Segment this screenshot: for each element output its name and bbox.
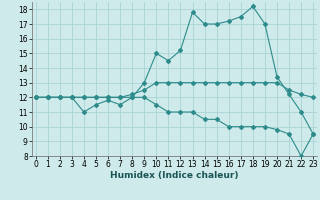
X-axis label: Humidex (Indice chaleur): Humidex (Indice chaleur) [110,171,239,180]
